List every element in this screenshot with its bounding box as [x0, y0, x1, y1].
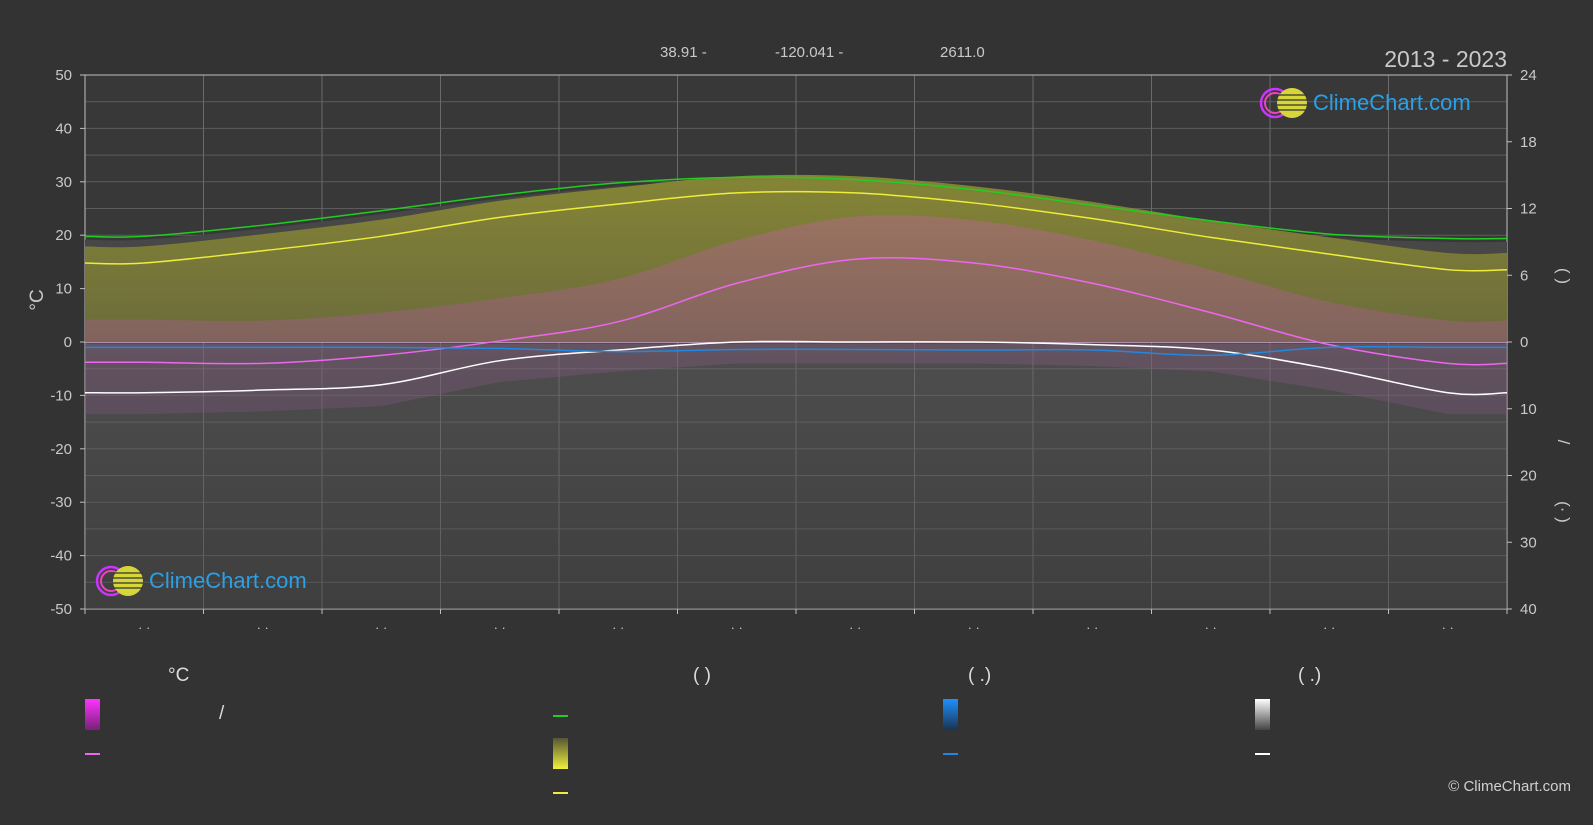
x-tick-label: · ·	[612, 620, 624, 635]
right-tick-label: 18	[1520, 134, 1537, 151]
axis-ticks: 50 40 30 20 10 0 -10 -20 -30 -40 -50 24 18 12 6 0 10 20 30…	[50, 67, 1536, 635]
series-lines	[84, 176, 1508, 396]
x-tick-label: · ·	[138, 620, 150, 635]
x-tick-label: · ·	[375, 620, 387, 635]
x-tick-label: · ·	[257, 620, 269, 635]
left-tick-label: -50	[50, 601, 72, 618]
daylight-line	[84, 176, 1508, 240]
left-tick-label: -20	[50, 441, 72, 458]
logo-text: ClimeChart.com	[1313, 90, 1471, 115]
right-axis-label-hours: ( )	[1554, 268, 1573, 284]
period-label: 2013 - 2023	[1384, 46, 1507, 72]
right-tick-label: 30	[1520, 534, 1537, 551]
right-tick-label: 12	[1520, 201, 1537, 218]
copyright: © ClimeChart.com	[1448, 778, 1571, 795]
x-tick-label: · ·	[494, 620, 506, 635]
right-tick-label: 40	[1520, 601, 1537, 618]
longitude-label: -120.041 -	[775, 44, 843, 61]
right-axis-label-slash: /	[1554, 440, 1573, 445]
temperature-min-line	[84, 340, 1508, 396]
logo-text: ClimeChart.com	[149, 568, 307, 593]
logo-bottom[interactable]: ClimeChart.com	[95, 564, 307, 598]
right-tick-label: 10	[1520, 401, 1537, 418]
right-tick-label: 6	[1520, 267, 1528, 284]
left-tick-label: 0	[64, 334, 72, 351]
logo-icon	[1259, 87, 1307, 119]
left-axis-label: °C	[27, 289, 48, 310]
left-tick-label: -30	[50, 494, 72, 511]
x-tick-label: · ·	[1205, 620, 1217, 635]
left-tick-label: 40	[55, 120, 72, 137]
precipitation-line	[85, 346, 1507, 357]
logo-top[interactable]: ClimeChart.com	[1259, 86, 1471, 120]
right-tick-label: 24	[1520, 67, 1537, 84]
left-tick-label: 50	[55, 67, 72, 84]
left-tick-label: 20	[55, 227, 72, 244]
x-tick-label: · ·	[968, 620, 980, 635]
right-tick-label: 0	[1520, 334, 1528, 351]
x-tick-label: · ·	[731, 620, 743, 635]
data-areas	[85, 174, 1507, 609]
left-tick-label: 10	[55, 281, 72, 298]
temperature-max-line	[84, 257, 1508, 366]
elevation-label: 2611.0	[940, 44, 985, 61]
x-tick-label: · ·	[1442, 620, 1454, 635]
right-tick-label: 20	[1520, 468, 1537, 485]
sunshine-line	[84, 190, 1508, 272]
right-axis-label-precip: (· )	[1554, 501, 1573, 523]
left-tick-label: -10	[50, 387, 72, 404]
logo-icon	[95, 565, 143, 597]
left-tick-label: 30	[55, 174, 72, 191]
left-tick-label: -40	[50, 548, 72, 565]
latitude-label: 38.91 -	[660, 44, 707, 61]
x-tick-label: · ·	[849, 620, 861, 635]
x-tick-label: · ·	[1323, 620, 1335, 635]
x-tick-label: · ·	[1086, 620, 1098, 635]
